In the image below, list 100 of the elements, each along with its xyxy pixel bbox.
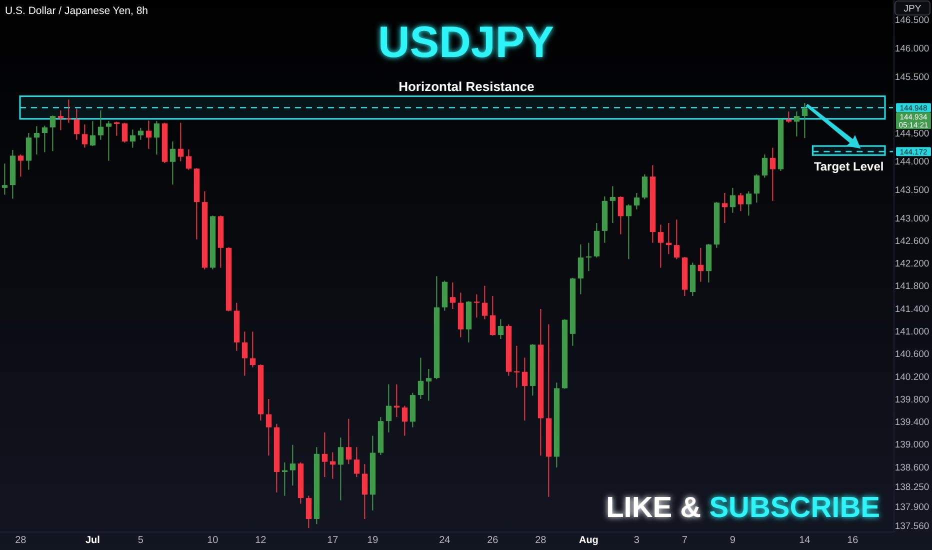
candlestick (474, 294, 480, 318)
x-tick-label: 28 (15, 535, 27, 546)
x-tick-label: 10 (207, 535, 219, 546)
candlestick (770, 147, 776, 202)
candlestick (642, 174, 648, 200)
x-tick-label: Aug (578, 535, 598, 546)
y-tick-label: 145.500 (894, 72, 930, 83)
candlestick (730, 187, 736, 214)
x-tick-label: 24 (439, 535, 451, 546)
candlestick (618, 196, 624, 235)
candlestick (306, 495, 312, 529)
y-tick-label: 137.560 (894, 521, 930, 532)
y-tick-label: 139.400 (894, 417, 930, 428)
candlestick (82, 124, 88, 148)
candlestick (610, 186, 616, 224)
candlestick (722, 192, 728, 224)
candlestick (18, 154, 24, 178)
candlestick (154, 120, 160, 156)
x-tick-label: 5 (138, 535, 144, 546)
y-axis-title: JPY (904, 4, 922, 14)
candlestick (698, 247, 704, 282)
candlestick (146, 120, 152, 150)
candlestick (26, 132, 32, 170)
candlestick (34, 126, 40, 156)
candlestick (178, 122, 184, 162)
candlestick (794, 110, 800, 137)
candlestick (418, 357, 424, 400)
candlestick (346, 418, 352, 465)
y-tick-label: 138.250 (894, 482, 930, 494)
candlestick (322, 432, 328, 478)
candlestick (170, 140, 176, 185)
candlestick (482, 285, 488, 320)
candlestick (754, 174, 760, 204)
candlestick (266, 398, 272, 456)
candlestick (250, 331, 256, 368)
candlestick (90, 120, 96, 147)
candlestick (626, 204, 632, 260)
chart-title: USDJPY (378, 18, 554, 67)
y-tick-label: 140.600 (894, 349, 930, 360)
band-label: Horizontal Resistance (398, 79, 534, 94)
x-tick-label: 28 (535, 535, 547, 546)
y-tick-label: 141.000 (894, 326, 930, 338)
annotation: LIKE & SUBSCRIBE (606, 492, 880, 524)
candlestick (354, 446, 360, 478)
candlestick (578, 244, 584, 295)
x-tick-label: 12 (255, 535, 267, 546)
y-tick-label: 137.900 (894, 502, 930, 513)
y-tick-label: 138.600 (894, 462, 930, 474)
candlestick (130, 129, 136, 148)
candlestick (50, 114, 56, 152)
candlestick (634, 192, 640, 210)
x-tick-label: 17 (327, 535, 339, 546)
candlestick (138, 127, 144, 140)
y-tick-label: 146.500 (894, 15, 930, 26)
candlestick (362, 464, 368, 520)
candlestick (290, 444, 296, 486)
candlestick (674, 219, 680, 260)
x-tick-label: 14 (799, 535, 811, 546)
candlestick (450, 282, 456, 310)
candlestick (386, 384, 392, 433)
candlestick (42, 125, 48, 153)
candlestick (2, 163, 8, 196)
y-tick-label: 139.800 (894, 394, 930, 406)
y-tick-label: 141.800 (894, 281, 930, 292)
text: U.S. Dollar / Japanese Yen, 8h (5, 5, 148, 17)
y-tick-label: 142.600 (894, 236, 930, 247)
y-tick-label: 140.200 (894, 372, 930, 383)
candlestick (186, 148, 192, 170)
x-tick-label: 19 (367, 535, 379, 546)
y-tick-label: 143.000 (894, 213, 930, 224)
candlestick (746, 190, 752, 216)
candlestick (658, 224, 664, 268)
candlestick (402, 405, 408, 436)
candlestick (762, 154, 768, 178)
candlestick (98, 110, 104, 140)
candlestick (338, 436, 344, 501)
candlestick (802, 102, 808, 139)
x-tick-label: 26 (487, 535, 499, 546)
candlestick (74, 108, 80, 140)
x-tick-label: 3 (634, 535, 640, 546)
x-tick-label: 9 (730, 535, 736, 546)
candlestick (58, 110, 64, 131)
y-tick-label: 139.000 (894, 440, 930, 451)
candlestick (426, 368, 432, 402)
x-tick-label: 16 (847, 535, 859, 546)
unit-button: JPY (894, 0, 930, 16)
candlestick (122, 122, 128, 144)
candlestick (242, 331, 248, 376)
candlestick (114, 121, 120, 136)
y-tick-label: 141.400 (894, 304, 930, 315)
y-tick-label: 146.000 (894, 44, 930, 55)
candlestick (738, 192, 744, 212)
x-tick-label: 7 (682, 535, 688, 546)
y-tick-label: 144.000 (894, 156, 930, 168)
candlestick (106, 120, 112, 162)
candlestick (522, 357, 528, 422)
y-tick-label: 143.500 (894, 184, 930, 196)
y-tick-label: 144.500 (894, 128, 930, 140)
candlestick (498, 318, 504, 340)
ref-line-label: Target Level (814, 160, 884, 174)
